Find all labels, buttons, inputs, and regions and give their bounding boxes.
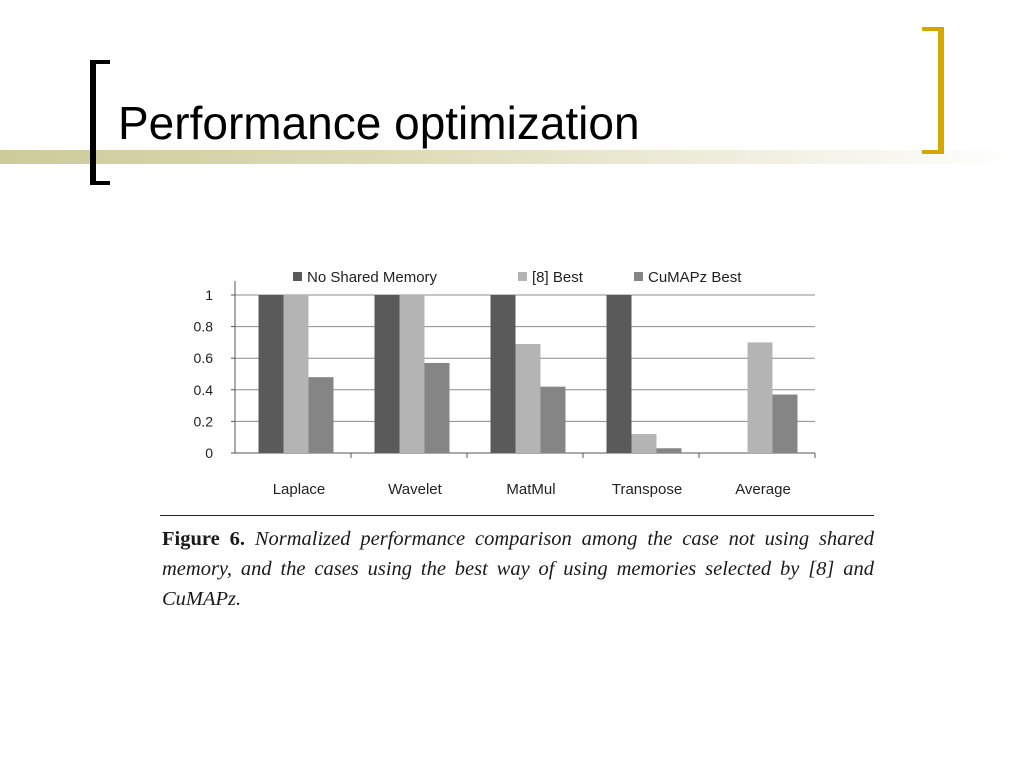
figure-caption: Figure 6. Normalized performance compari… <box>162 524 874 614</box>
caption-text: Normalized performance comparison among … <box>162 528 874 610</box>
x-category-label: Average <box>735 481 791 498</box>
caption-rule <box>160 515 874 516</box>
bar-8-best <box>631 434 657 453</box>
legend-label: No Shared Memory <box>307 269 438 286</box>
bar-cumapz-best <box>424 362 450 453</box>
y-tick-label: 0.2 <box>194 413 214 429</box>
right-bracket-decoration <box>922 27 944 154</box>
bar-no-shared-memory <box>606 295 632 453</box>
x-category-label: Transpose <box>612 481 682 498</box>
legend-label: [8] Best <box>532 269 584 286</box>
legend-label: CuMAPz Best <box>648 269 742 286</box>
bar-no-shared-memory <box>258 295 284 453</box>
left-bracket-decoration <box>90 60 110 185</box>
bar-8-best <box>283 295 309 453</box>
x-category-label: Wavelet <box>388 481 442 498</box>
bar-8-best <box>747 342 773 453</box>
bar-8-best <box>515 343 541 453</box>
legend-swatch <box>293 272 302 281</box>
bar-cumapz-best <box>656 448 682 453</box>
bar-cumapz-best <box>540 386 566 453</box>
bar-cumapz-best <box>772 394 798 453</box>
legend-swatch <box>518 272 527 281</box>
bar-no-shared-memory <box>490 295 516 453</box>
y-tick-label: 0 <box>205 445 213 461</box>
bar-8-best <box>399 295 425 453</box>
y-tick-label: 1 <box>205 287 213 303</box>
x-category-label: Laplace <box>273 481 326 498</box>
legend-swatch <box>634 272 643 281</box>
caption-label: Figure 6. <box>162 528 245 550</box>
y-tick-label: 0.4 <box>194 382 214 398</box>
x-category-label: MatMul <box>506 481 555 498</box>
y-tick-label: 0.6 <box>194 350 214 366</box>
bar-no-shared-memory <box>374 295 400 453</box>
slide-title: Performance optimization <box>118 97 640 149</box>
chart-svg: 0 0.2 0.4 0.6 0.8 1 Laplace Wavelet MatMul Transp… <box>194 269 816 498</box>
bar-cumapz-best <box>308 377 334 453</box>
title-underline-rule <box>0 150 1024 164</box>
y-tick-label: 0.8 <box>194 319 214 335</box>
performance-bar-chart: 0 0.2 0.4 0.6 0.8 1 Laplace Wavelet MatMul Transp… <box>160 260 860 510</box>
